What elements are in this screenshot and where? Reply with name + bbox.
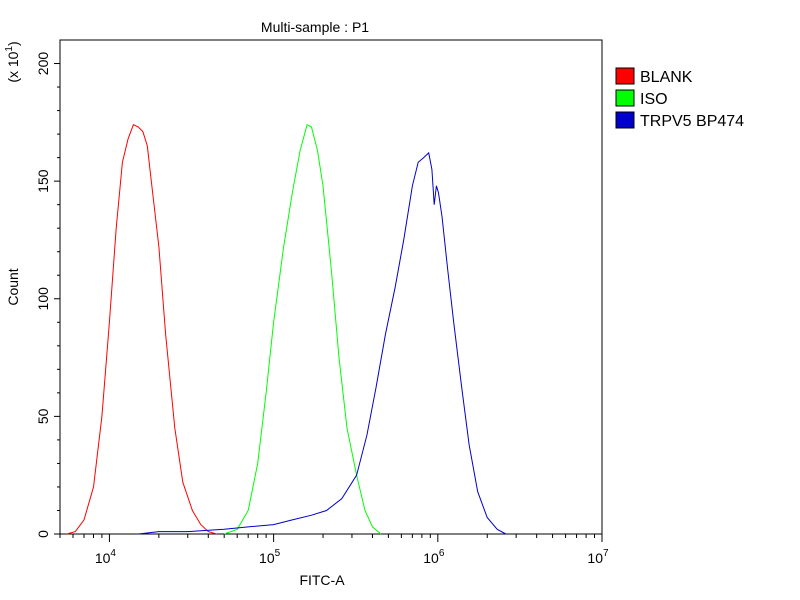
x-tick-label: 105	[259, 548, 281, 566]
series-line-blank	[66, 124, 217, 535]
legend-swatch	[615, 111, 635, 129]
x-axis-label: FITC-A	[299, 572, 345, 588]
y-tick-label: 150	[35, 169, 51, 193]
legend-label: BLANK	[640, 69, 693, 86]
legend-label: ISO	[640, 91, 668, 108]
y-tick-label: 0	[35, 530, 51, 538]
y-multiplier-base: (x 10	[5, 51, 21, 82]
legend-label: TRPV5 BP474	[640, 113, 744, 130]
x-tick-label: 106	[423, 548, 445, 566]
x-axis-ticks: 104 105 106 107	[59, 534, 609, 566]
plot-frame	[59, 39, 603, 535]
y-axis-ticks: 0 50 100 150 200	[35, 52, 60, 538]
y-tick-label: 200	[35, 52, 51, 76]
legend: BLANK ISO TRPV5 BP474	[615, 67, 744, 130]
legend-swatch	[615, 67, 635, 85]
y-axis-multiplier: (x 101)	[4, 41, 21, 82]
y-tick-label: 100	[35, 287, 51, 311]
chart-title: Multi-sample : P1	[261, 19, 369, 35]
x-tick-label: 104	[95, 548, 117, 566]
y-multiplier-exp: 1	[4, 46, 15, 52]
x-tick-label: 107	[587, 548, 609, 566]
y-tick-label: 50	[35, 408, 51, 424]
series-line-iso	[224, 123, 382, 535]
series-line-trpv5-bp474	[138, 151, 507, 535]
legend-swatch	[615, 89, 635, 107]
y-axis-label: Count	[5, 268, 21, 305]
series-lines	[66, 123, 507, 535]
